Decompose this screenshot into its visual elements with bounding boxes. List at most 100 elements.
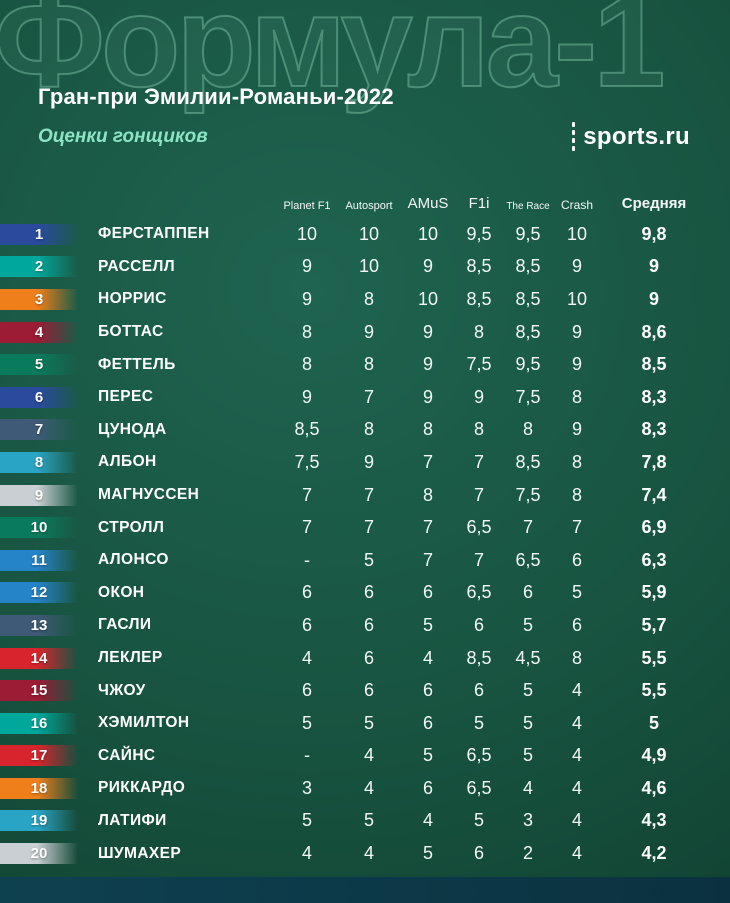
score-autosport: 5 [363, 712, 374, 733]
position-cell: 2 [0, 251, 78, 284]
position-number: 2 [34, 258, 44, 276]
score-autosport: 6 [363, 614, 374, 635]
average-score: 5,9 [641, 582, 667, 603]
score-crash: 4 [571, 810, 582, 831]
table-row: 13 ГАСЛИ 6 6 5 6 5 6 5,7 [0, 609, 730, 642]
score-f1i: 9 [473, 386, 484, 407]
score-autosport: 8 [363, 419, 374, 440]
score-amus: 9 [422, 256, 433, 277]
table-row: 1 ФЕРСТАППЕН 10 10 10 9,5 9,5 10 9,8 [0, 218, 730, 251]
score-f1i: 8,5 [466, 647, 492, 668]
score-autosport: 8 [363, 354, 374, 375]
score-crash: 9 [571, 256, 582, 277]
score-planet-f1: 7 [301, 517, 312, 538]
position-cell: 13 [0, 609, 78, 642]
driver-name: ОКОН [98, 583, 145, 601]
average-score: 6,9 [641, 517, 667, 538]
position-cell: 16 [0, 707, 78, 740]
position-cell: 10 [0, 511, 78, 544]
column-header-planet-f1: Planet F1 [283, 200, 331, 212]
average-score: 4,6 [641, 777, 667, 798]
score-crash: 9 [571, 354, 582, 375]
average-score: 9 [648, 256, 659, 277]
score-amus: 6 [422, 582, 433, 603]
score-crash: 9 [571, 419, 582, 440]
team-color-bar: 6 [0, 386, 78, 408]
score-autosport: 5 [363, 549, 374, 570]
team-color-bar: 1 [0, 223, 78, 245]
driver-name: АЛОНСО [98, 551, 169, 569]
position-number: 3 [34, 290, 44, 308]
score-crash: 4 [571, 680, 582, 701]
average-score: 5,5 [641, 680, 667, 701]
score-the-race: 9,5 [515, 354, 541, 375]
score-amus: 8 [422, 484, 433, 505]
table-row: 15 ЧЖОУ 6 6 6 6 5 4 5,5 [0, 674, 730, 707]
driver-name: ЛАТИФИ [98, 811, 167, 829]
position-number: 4 [34, 323, 44, 341]
score-the-race: 2 [522, 843, 533, 864]
footer-bar [0, 877, 730, 903]
score-planet-f1: 9 [301, 288, 312, 309]
score-autosport: 5 [363, 810, 374, 831]
score-f1i: 8 [473, 419, 484, 440]
driver-name: ХЭМИЛТОН [98, 714, 190, 732]
table-row: 8 АЛБОН 7,5 9 7 7 8,5 8 7,8 [0, 446, 730, 479]
table-row: 2 РАССЕЛЛ 9 10 9 8,5 8,5 9 9 [0, 251, 730, 284]
page-title: Гран-при Эмилии-Романьи-2022 [38, 84, 394, 109]
table-row: 16 ХЭМИЛТОН 5 5 6 5 5 4 5 [0, 707, 730, 740]
driver-name: ГАСЛИ [98, 616, 152, 634]
score-autosport: 7 [363, 386, 374, 407]
position-cell: 11 [0, 544, 78, 577]
score-planet-f1: 7,5 [294, 451, 320, 472]
position-cell: 14 [0, 642, 78, 675]
position-number: 18 [30, 779, 48, 797]
score-f1i: 6,5 [466, 777, 492, 798]
score-planet-f1: 5 [301, 712, 312, 733]
score-f1i: 6,5 [466, 517, 492, 538]
table-body: 1 ФЕРСТАППЕН 10 10 10 9,5 9,5 10 9,8 2 РАССЕЛЛ 9 10 9… [0, 218, 730, 870]
driver-name: ПЕРЕС [98, 388, 154, 406]
score-f1i: 6 [473, 614, 484, 635]
score-the-race: 8 [522, 419, 533, 440]
position-number: 16 [30, 714, 48, 732]
score-planet-f1: 6 [301, 680, 312, 701]
score-f1i: 8,5 [466, 256, 492, 277]
score-autosport: 9 [363, 321, 374, 342]
subheader-row: Оценки гонщиков sports.ru [38, 122, 690, 151]
score-autosport: 8 [363, 288, 374, 309]
position-number: 8 [34, 453, 44, 471]
score-planet-f1: 9 [301, 386, 312, 407]
average-score: 9,8 [641, 223, 667, 244]
score-planet-f1: 9 [301, 256, 312, 277]
column-header-amus: AMuS [407, 195, 449, 212]
average-score: 5,5 [641, 647, 667, 668]
score-autosport: 10 [358, 223, 380, 244]
team-color-bar: 11 [0, 549, 78, 571]
score-crash: 4 [571, 712, 582, 733]
score-planet-f1: 8,5 [294, 419, 320, 440]
average-score: 8,3 [641, 419, 667, 440]
table-row: 20 ШУМАХЕР 4 4 5 6 2 4 4,2 [0, 837, 730, 870]
driver-name: ЦУНОДА [98, 420, 167, 438]
score-the-race: 7 [522, 517, 533, 538]
team-color-bar: 3 [0, 288, 78, 310]
team-color-bar: 7 [0, 419, 78, 441]
score-f1i: 7,5 [466, 354, 492, 375]
position-cell: 8 [0, 446, 78, 479]
sports-ru-logo: sports.ru [572, 122, 690, 151]
driver-name: ФЕРСТАППЕН [98, 225, 210, 243]
score-f1i: 6 [473, 680, 484, 701]
score-the-race: 8,5 [515, 321, 541, 342]
position-number: 14 [30, 649, 48, 667]
score-the-race: 6,5 [515, 549, 541, 570]
average-score: 4,3 [641, 810, 667, 831]
table-row: 12 ОКОН 6 6 6 6,5 6 5 5,9 [0, 577, 730, 610]
table-row: 11 АЛОНСО - 5 7 7 6,5 6 6,3 [0, 544, 730, 577]
team-color-bar: 2 [0, 256, 78, 278]
score-crash: 8 [571, 647, 582, 668]
driver-name: МАГНУССЕН [98, 486, 200, 504]
score-amus: 5 [422, 614, 433, 635]
score-autosport: 10 [358, 256, 380, 277]
